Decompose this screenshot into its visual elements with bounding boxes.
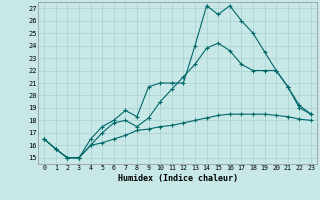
X-axis label: Humidex (Indice chaleur): Humidex (Indice chaleur) xyxy=(118,174,238,183)
